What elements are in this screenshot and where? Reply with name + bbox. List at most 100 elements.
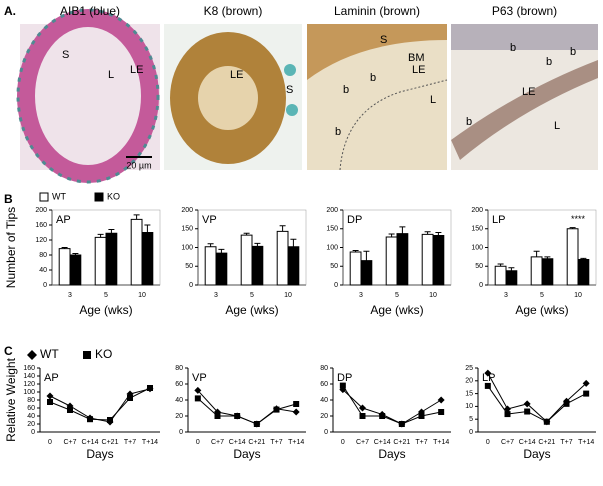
error-bar bbox=[352, 250, 359, 252]
error-bar bbox=[388, 233, 395, 237]
y-tick-label: 15 bbox=[465, 390, 473, 397]
image-label: b bbox=[510, 42, 516, 54]
marker bbox=[107, 417, 113, 423]
y-tick-label: 80 bbox=[320, 365, 328, 372]
marker bbox=[234, 413, 241, 419]
marker bbox=[47, 399, 53, 405]
bar bbox=[204, 246, 217, 286]
marker bbox=[67, 407, 73, 413]
error-bar bbox=[279, 225, 286, 232]
x-tick-label: T+14 bbox=[433, 439, 449, 446]
image-label: L bbox=[430, 94, 436, 106]
image-label: LE bbox=[412, 64, 425, 76]
marker bbox=[127, 395, 133, 401]
marker bbox=[214, 413, 221, 419]
micrograph bbox=[451, 24, 598, 170]
y-tick-label: 0 bbox=[189, 282, 193, 289]
x-axis-label: Days bbox=[523, 447, 550, 461]
image-label: L bbox=[554, 120, 560, 132]
bar bbox=[577, 259, 590, 286]
y-tick-label: 0 bbox=[179, 429, 183, 436]
legend-swatch bbox=[83, 351, 91, 359]
bar bbox=[385, 236, 398, 286]
y-tick-label: 200 bbox=[35, 207, 47, 214]
y-tick-label: 0 bbox=[43, 282, 47, 289]
x-tick-label: 0 bbox=[341, 439, 345, 446]
bar bbox=[287, 246, 300, 286]
y-tick-label: 150 bbox=[471, 226, 483, 233]
x-tick-label: C+14 bbox=[229, 439, 246, 446]
legend-label: KO bbox=[107, 191, 120, 201]
chart-title: VP bbox=[192, 372, 207, 384]
bar bbox=[541, 258, 554, 286]
y-tick-label: 80 bbox=[39, 252, 47, 259]
marker bbox=[437, 396, 445, 404]
chart-title: VP bbox=[202, 214, 217, 226]
error-bar bbox=[61, 247, 68, 249]
bar bbox=[421, 233, 434, 286]
x-tick-label: C+14 bbox=[82, 439, 99, 446]
panel-label: C bbox=[4, 344, 13, 358]
marker bbox=[583, 390, 590, 397]
x-tick-label: C+21 bbox=[538, 439, 555, 446]
x-tick-label: T+14 bbox=[288, 439, 304, 446]
image-label: BM bbox=[408, 52, 425, 64]
bar bbox=[251, 245, 264, 286]
y-tick-label: 200 bbox=[181, 207, 193, 214]
legend-swatch bbox=[27, 350, 37, 360]
error-bar bbox=[497, 263, 504, 267]
y-tick-label: 160 bbox=[35, 222, 47, 229]
image-label: L bbox=[108, 69, 114, 81]
y-tick-label: 50 bbox=[185, 263, 193, 270]
x-tick-label: C+7 bbox=[211, 439, 224, 446]
y-tick-label: 0 bbox=[334, 282, 338, 289]
y-tick-label: 20 bbox=[465, 378, 473, 385]
error-bar bbox=[424, 231, 431, 235]
y-tick-label: 5 bbox=[469, 416, 473, 423]
marker bbox=[523, 400, 531, 408]
y-tick-label: 20 bbox=[320, 413, 328, 420]
y-tick-label: 40 bbox=[27, 413, 35, 420]
marker bbox=[194, 395, 201, 402]
y-tick-label: 60 bbox=[175, 381, 183, 388]
y-tick-label: 100 bbox=[23, 389, 35, 396]
y-tick-label: 120 bbox=[23, 381, 35, 388]
x-tick-label: C+7 bbox=[501, 439, 514, 446]
y-tick-label: 60 bbox=[320, 381, 328, 388]
error-bar bbox=[569, 227, 576, 229]
y-tick-label: 0 bbox=[324, 429, 328, 436]
marker bbox=[484, 382, 491, 389]
x-tick-label: T+7 bbox=[124, 439, 136, 446]
bar bbox=[432, 235, 445, 286]
image-title: K8 (brown) bbox=[204, 4, 263, 18]
y-axis-label: Relative Weight bbox=[4, 357, 18, 441]
image-label: b bbox=[370, 72, 376, 84]
bar bbox=[58, 248, 71, 286]
bar bbox=[505, 270, 518, 286]
chart-title: LP bbox=[492, 214, 505, 226]
marker bbox=[418, 413, 425, 419]
marker bbox=[46, 392, 54, 400]
error-bar bbox=[72, 253, 79, 255]
image-title: P63 (brown) bbox=[492, 4, 557, 18]
y-tick-label: 150 bbox=[326, 226, 338, 233]
bar bbox=[360, 260, 373, 286]
x-axis-label: Days bbox=[378, 447, 405, 461]
bar bbox=[566, 228, 579, 286]
x-tick-label: 10 bbox=[574, 292, 582, 299]
x-tick-label: 5 bbox=[104, 292, 108, 299]
marker bbox=[292, 408, 300, 416]
image-label: b bbox=[546, 56, 552, 68]
bar bbox=[530, 256, 543, 286]
error-bar bbox=[97, 233, 104, 238]
y-tick-label: 40 bbox=[39, 267, 47, 274]
marker bbox=[524, 408, 531, 415]
y-tick-label: 0 bbox=[479, 282, 483, 289]
x-tick-label: 10 bbox=[429, 292, 437, 299]
x-axis-label: Age (wks) bbox=[225, 303, 278, 317]
x-tick-label: T+7 bbox=[270, 439, 282, 446]
y-tick-label: 40 bbox=[175, 397, 183, 404]
marker bbox=[379, 413, 386, 419]
x-tick-label: 3 bbox=[359, 292, 363, 299]
